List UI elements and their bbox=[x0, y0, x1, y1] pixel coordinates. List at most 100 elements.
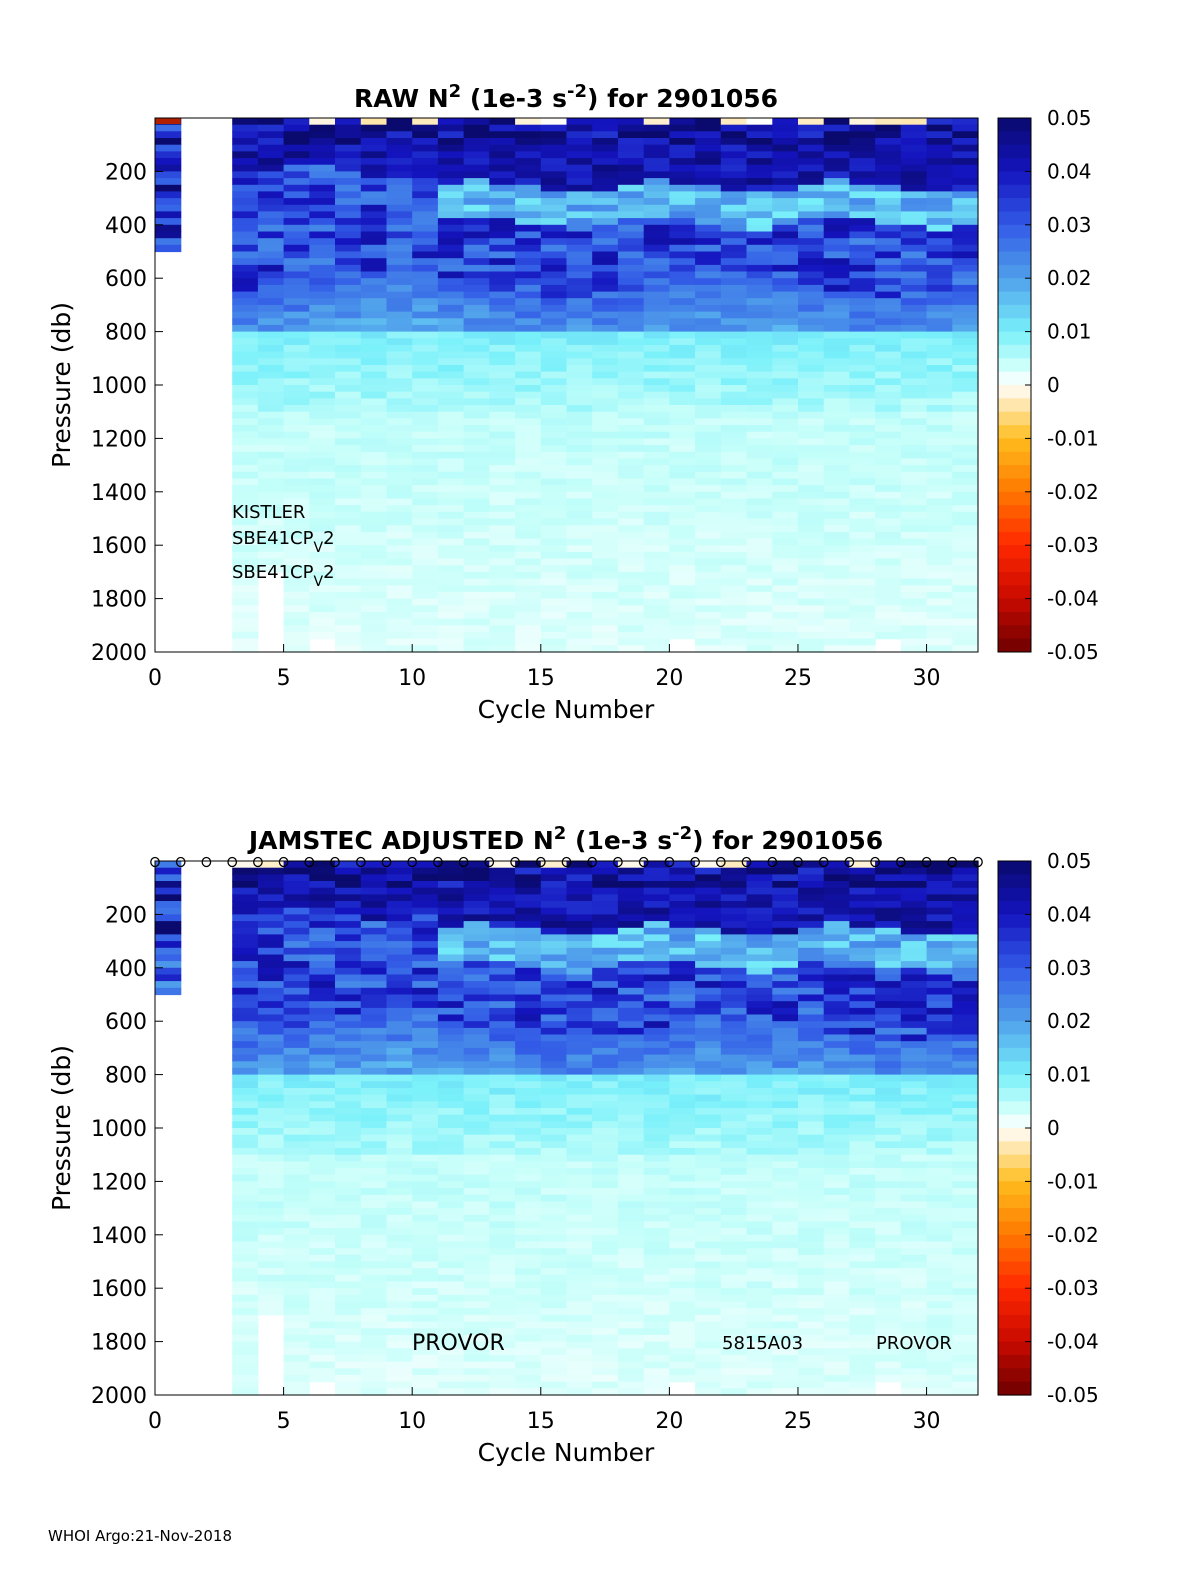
heat-cell bbox=[669, 1141, 696, 1149]
heat-cell bbox=[335, 431, 362, 439]
heat-cell bbox=[592, 1234, 619, 1243]
heat-cell bbox=[823, 894, 850, 902]
heat-cell bbox=[412, 927, 439, 936]
heat-cell bbox=[798, 251, 825, 259]
heat-cell bbox=[412, 1348, 439, 1356]
heat-cell bbox=[566, 431, 593, 439]
heat-cell bbox=[566, 385, 593, 393]
heat-cell bbox=[875, 505, 902, 513]
heat-cell bbox=[386, 874, 413, 882]
heat-cell bbox=[360, 914, 388, 922]
heat-cell bbox=[412, 994, 439, 1002]
heat-cell bbox=[952, 1341, 979, 1349]
heat-cell bbox=[695, 1128, 722, 1136]
heat-cell bbox=[669, 378, 696, 386]
heat-cell bbox=[695, 1228, 722, 1236]
heat-cell bbox=[849, 218, 876, 226]
heat-cell bbox=[489, 324, 516, 333]
heat-cell bbox=[335, 371, 362, 379]
heat-cell bbox=[437, 645, 465, 653]
heat-cell bbox=[617, 144, 645, 152]
heat-cell bbox=[540, 1301, 568, 1309]
heat-cell bbox=[437, 251, 465, 259]
heat-cell bbox=[849, 1041, 876, 1049]
heat-cell bbox=[360, 578, 388, 586]
heat-cell bbox=[746, 1181, 773, 1189]
heat-cell bbox=[566, 618, 593, 626]
colorbar-swatch bbox=[998, 861, 1031, 875]
heat-cell bbox=[952, 927, 979, 936]
heat-cell bbox=[360, 1348, 388, 1356]
heat-cell bbox=[875, 1054, 902, 1062]
heat-cell bbox=[669, 1054, 696, 1062]
heat-cell bbox=[437, 158, 465, 166]
heat-cell bbox=[566, 131, 593, 139]
heat-cell bbox=[952, 1014, 979, 1022]
heat-cell bbox=[720, 1375, 748, 1383]
heat-cell bbox=[952, 458, 979, 466]
heat-cell bbox=[849, 1234, 876, 1243]
heat-cell bbox=[926, 191, 953, 199]
heat-cell bbox=[823, 431, 850, 439]
heat-cell bbox=[309, 458, 336, 466]
heat-cell bbox=[360, 1054, 388, 1062]
heat-cell bbox=[643, 1034, 670, 1042]
heat-cell bbox=[900, 585, 928, 593]
heat-cell bbox=[926, 638, 953, 646]
heat-cell bbox=[592, 218, 619, 226]
heat-cell bbox=[952, 238, 979, 246]
heat-cell bbox=[875, 138, 902, 146]
heat-cell bbox=[566, 1108, 593, 1116]
heat-cell bbox=[695, 947, 722, 956]
heat-cell bbox=[875, 445, 902, 453]
heat-cell bbox=[669, 1294, 696, 1303]
heat-cell bbox=[360, 1375, 388, 1383]
heat-cell bbox=[900, 1148, 928, 1156]
heat-cell bbox=[283, 1148, 310, 1156]
heat-cell bbox=[900, 1141, 928, 1149]
heat-cell bbox=[232, 511, 259, 520]
heat-cell bbox=[437, 1128, 465, 1136]
heat-cell bbox=[695, 1234, 722, 1243]
heat-cell bbox=[669, 1007, 696, 1016]
heat-cell bbox=[412, 425, 439, 433]
heat-cell bbox=[335, 284, 362, 293]
heat-cell bbox=[720, 1355, 748, 1363]
heat-cell bbox=[669, 1281, 696, 1289]
heat-cell bbox=[489, 1201, 516, 1209]
heat-cell bbox=[900, 1154, 928, 1162]
heat-cell bbox=[489, 861, 516, 869]
heat-cell bbox=[849, 1308, 876, 1316]
heat-cell bbox=[952, 867, 979, 875]
heat-cell bbox=[309, 1161, 336, 1169]
heat-cell bbox=[155, 934, 182, 942]
heat-cell bbox=[592, 351, 619, 359]
heat-cell bbox=[232, 578, 259, 586]
heat-cell bbox=[386, 438, 413, 446]
heat-cell bbox=[849, 338, 876, 346]
heat-cell bbox=[309, 941, 336, 949]
heat-cell bbox=[823, 284, 850, 293]
heat-cell bbox=[798, 445, 825, 453]
heat-cell bbox=[926, 425, 953, 433]
heat-cell bbox=[849, 618, 876, 626]
heat-cell bbox=[926, 478, 953, 486]
heat-cell bbox=[823, 1328, 850, 1336]
heat-cell bbox=[952, 1268, 979, 1276]
heat-cell bbox=[309, 304, 336, 313]
heat-cell bbox=[309, 1355, 336, 1363]
heat-cell bbox=[463, 894, 490, 902]
heat-cell bbox=[566, 178, 593, 186]
heat-cell bbox=[309, 498, 336, 506]
heat-cell bbox=[412, 184, 439, 193]
heat-cell bbox=[412, 981, 439, 989]
heat-cell bbox=[155, 894, 182, 902]
colorbar-swatch bbox=[998, 598, 1031, 613]
heat-cell bbox=[669, 124, 696, 132]
heat-cell bbox=[257, 518, 285, 526]
heat-cell bbox=[489, 238, 516, 246]
heat-cell bbox=[952, 1254, 979, 1263]
heat-cell bbox=[515, 1221, 542, 1229]
heat-cell bbox=[643, 124, 670, 132]
heat-cell bbox=[283, 344, 310, 353]
